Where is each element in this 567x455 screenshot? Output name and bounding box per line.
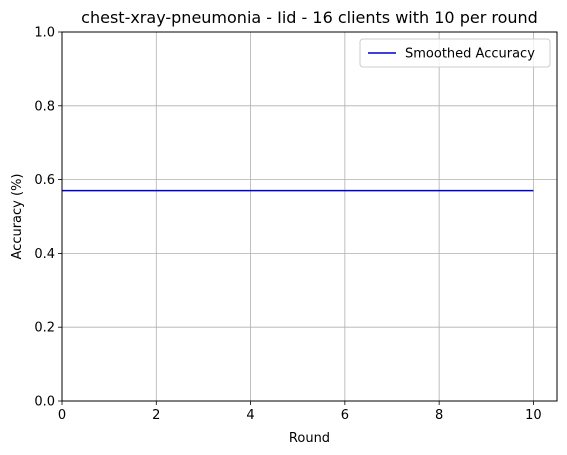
x-tick-label: 8 bbox=[435, 408, 443, 423]
y-axis-ticks: 0.0 0.2 0.4 0.6 0.8 1.0 bbox=[34, 26, 62, 410]
x-axis-label: Round bbox=[289, 431, 330, 446]
y-tick-label: 0.4 bbox=[34, 247, 55, 262]
legend-box bbox=[359, 38, 551, 68]
x-tick-label: 2 bbox=[152, 408, 160, 423]
x-tick-label: 6 bbox=[341, 408, 349, 423]
chart-title: chest-xray-pneumonia - Iid - 16 clients … bbox=[81, 8, 538, 27]
legend-label: Smoothed Accuracy bbox=[405, 47, 535, 62]
y-axis-label: Accuracy (%) bbox=[10, 174, 25, 260]
y-tick-label: 1.0 bbox=[34, 26, 55, 41]
plot-area-frame bbox=[61, 31, 558, 402]
y-tick-label: 0.8 bbox=[34, 99, 55, 114]
grid bbox=[61, 31, 557, 402]
legend: Smoothed Accuracy bbox=[359, 38, 551, 68]
x-tick-label: 4 bbox=[246, 408, 254, 423]
x-tick-label: 10 bbox=[525, 408, 542, 423]
y-tick-label: 0.0 bbox=[34, 395, 55, 410]
x-tick-label: 0 bbox=[58, 408, 66, 423]
y-tick-label: 0.6 bbox=[34, 173, 55, 188]
y-tick-label: 0.2 bbox=[34, 321, 55, 336]
x-axis-ticks: 0 2 4 6 8 10 bbox=[58, 401, 542, 423]
